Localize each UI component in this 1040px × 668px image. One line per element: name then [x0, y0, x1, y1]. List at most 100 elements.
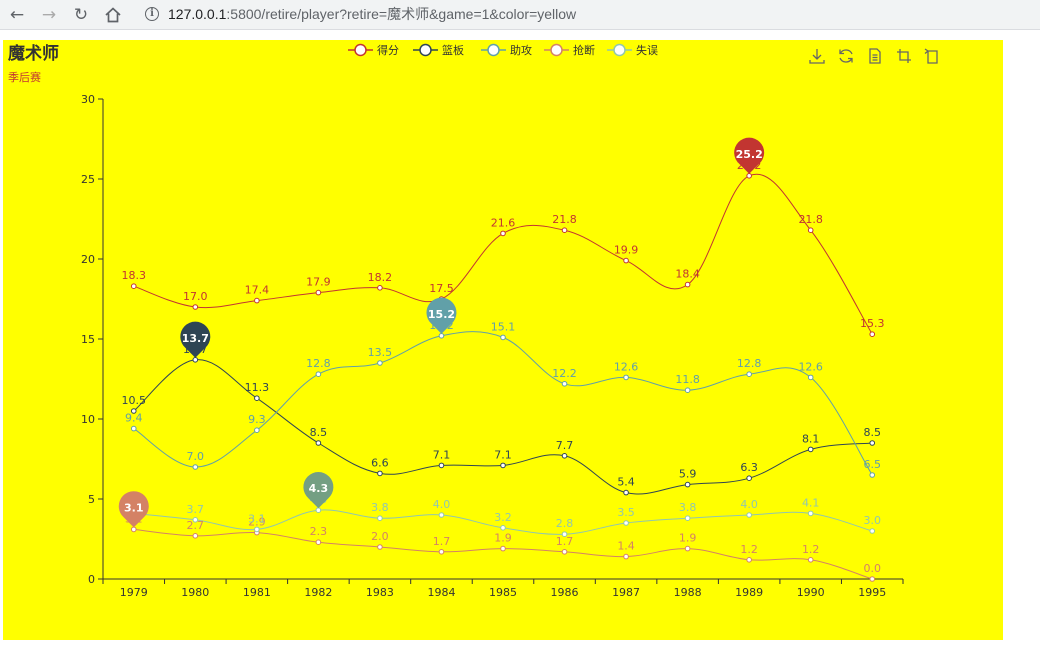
data-label: 12.6 — [798, 360, 823, 373]
data-point — [500, 334, 506, 341]
legend-item[interactable]: 助攻 — [481, 43, 532, 57]
x-tick-label: 1986 — [551, 586, 579, 599]
reload-icon[interactable]: ↻ — [73, 5, 89, 25]
info-icon[interactable]: i — [145, 7, 159, 21]
data-point — [315, 371, 322, 378]
data-label: 8.5 — [310, 426, 328, 439]
chart-container: 魔术师 季后赛 得分 篮板 助攻 抢断 失误 0 5 10 15 20 25 30 1979 1980 1… — [3, 40, 1003, 640]
data-label: 2.9 — [248, 516, 266, 529]
data-point — [377, 544, 383, 550]
x-tick-label: 1985 — [489, 586, 517, 599]
arrow-right-icon[interactable]: → — [41, 5, 57, 25]
data-label: 6.5 — [863, 458, 881, 471]
x-tick-label: 1990 — [797, 586, 825, 599]
legend-label: 助攻 — [510, 43, 532, 57]
chart-title: 魔术师 — [8, 43, 59, 64]
data-point — [746, 173, 752, 179]
data-label: 19.9 — [614, 244, 639, 257]
data-point — [869, 331, 876, 338]
data-point — [192, 464, 199, 470]
max-pin-marker: 13.7 — [180, 321, 211, 358]
data-label: 21.8 — [552, 213, 577, 226]
data-point — [561, 549, 568, 555]
x-tick-label: 1988 — [674, 586, 702, 599]
pin-shape — [118, 491, 149, 528]
y-tick-label: 15 — [81, 333, 95, 346]
data-point — [254, 427, 260, 434]
x-tick-label: 1989 — [735, 586, 763, 599]
data-label: 3.8 — [679, 501, 697, 514]
y-tick-label: 5 — [88, 493, 95, 506]
series-3 — [130, 526, 876, 582]
legend-item[interactable]: 失误 — [607, 43, 658, 57]
pin-label: 4.3 — [309, 482, 329, 495]
data-label: 5.4 — [617, 476, 635, 489]
data-label: 4.0 — [433, 498, 451, 511]
legend-item[interactable]: 抢断 — [544, 43, 595, 57]
data-point — [192, 517, 199, 523]
axes: 0 5 10 15 20 25 30 1979 1980 1981 1982 1983 1984 1985… — [81, 93, 904, 599]
x-tick-label: 1979 — [120, 586, 148, 599]
data-point — [130, 408, 137, 414]
legend-item[interactable]: 得分 — [348, 43, 399, 57]
data-view-icon[interactable] — [869, 48, 881, 64]
data-label: 12.2 — [552, 367, 577, 380]
data-point — [377, 285, 383, 291]
data-point — [315, 289, 322, 296]
data-point — [869, 440, 876, 446]
data-point — [192, 304, 199, 310]
data-label: 6.3 — [740, 461, 758, 474]
data-point — [438, 549, 445, 555]
legend-label: 抢断 — [573, 43, 595, 57]
legend-symbol — [550, 43, 563, 57]
data-point — [561, 531, 568, 538]
restore-icon[interactable] — [839, 49, 853, 63]
data-label: 2.7 — [187, 519, 205, 532]
series-layer — [130, 173, 876, 582]
legend-symbol — [487, 43, 500, 57]
arrow-left-icon[interactable]: ← — [9, 5, 25, 25]
series-2 — [130, 331, 876, 478]
data-label: 1.2 — [740, 543, 758, 556]
data-point — [684, 387, 691, 394]
data-label: 7.1 — [494, 448, 512, 461]
data-label: 3.0 — [863, 514, 881, 527]
pin-shape — [734, 137, 765, 174]
zoom-reset-icon[interactable] — [924, 48, 938, 64]
zoom-icon[interactable] — [897, 49, 911, 63]
data-point — [807, 374, 814, 381]
x-tick-label: 1984 — [427, 586, 455, 599]
address-bar[interactable]: 127.0.0.1:5800/retire/player?retire=魔术师&… — [168, 5, 576, 23]
data-label: 2.3 — [310, 525, 328, 538]
legend: 得分 篮板 助攻 抢断 失误 — [348, 43, 658, 57]
legend-item[interactable]: 篮板 — [413, 43, 464, 57]
icon-path — [869, 48, 881, 64]
data-point — [684, 545, 691, 552]
data-point — [254, 297, 260, 304]
data-point — [807, 510, 814, 517]
data-point — [377, 360, 383, 366]
data-point — [377, 515, 383, 522]
y-tick-label: 0 — [88, 573, 95, 586]
pin-shape — [180, 321, 211, 358]
data-label: 3.2 — [494, 511, 512, 524]
icon-path — [924, 48, 938, 64]
data-label: 11.3 — [245, 381, 270, 394]
data-label: 1.7 — [556, 535, 574, 548]
legend-label: 失误 — [636, 44, 658, 57]
data-label: 17.0 — [183, 290, 208, 303]
data-label: 1.9 — [679, 532, 697, 545]
y-tick-label: 30 — [81, 93, 95, 106]
toolbox — [809, 48, 938, 64]
data-point — [684, 281, 691, 288]
data-point — [684, 481, 691, 488]
x-tick-label: 1987 — [612, 586, 640, 599]
data-label: 3.1 — [248, 512, 266, 525]
data-point — [377, 470, 383, 477]
data-point — [315, 507, 322, 514]
data-label: 1.9 — [494, 532, 512, 545]
home-icon[interactable] — [103, 5, 123, 25]
data-label: 12.6 — [614, 360, 639, 373]
y-tick-label: 25 — [81, 173, 95, 186]
save-as-image-icon[interactable] — [809, 49, 825, 64]
